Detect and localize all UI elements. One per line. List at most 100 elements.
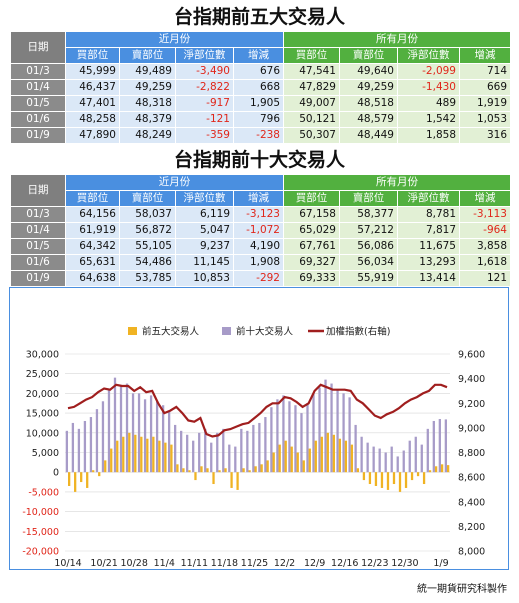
bar-top5: [104, 460, 107, 473]
cell-value: 47,829: [283, 79, 340, 96]
cell-value: 69,327: [283, 254, 340, 271]
y-right-tick-label: 9,600: [458, 350, 485, 361]
bar-top5: [122, 436, 125, 473]
bar-top5: [212, 472, 215, 485]
cell-value: 316: [459, 127, 511, 144]
col-header: 賣部位: [339, 47, 398, 64]
bar-top10: [119, 385, 123, 473]
cell-value: 5,047: [175, 222, 234, 239]
x-tick-label: 10/28: [120, 558, 147, 569]
bar-top10: [348, 397, 351, 473]
bar-top10: [372, 446, 375, 473]
cell-value: 49,489: [119, 63, 176, 80]
bar-top10: [354, 424, 357, 473]
cell-value: 4,190: [233, 238, 284, 255]
x-tick-label: 12/30: [391, 558, 418, 569]
bar-top10: [131, 393, 135, 473]
bar-top10: [101, 401, 105, 473]
row-date: 01/9: [10, 127, 66, 144]
y-left-tick-label: 15,000: [26, 409, 59, 420]
cell-value: 1,908: [233, 254, 284, 271]
y-left-tick-label: 25,000: [26, 369, 59, 380]
bar-top10: [294, 405, 297, 473]
x-tick-label: 1/9: [433, 558, 448, 569]
bar-top10: [125, 383, 129, 473]
cell-value: 47,890: [65, 127, 120, 144]
cell-value: 50,307: [283, 127, 340, 144]
x-tick-label: 12/2: [274, 558, 295, 569]
bar-top10: [77, 428, 81, 473]
bar-top5: [308, 448, 311, 473]
cell-value: -359: [175, 127, 234, 144]
y-right-tick-label: 8,600: [458, 473, 485, 484]
near-month-group: 近月份: [65, 31, 284, 48]
cell-value: -917: [175, 95, 234, 112]
x-tick-label: 10/14: [54, 558, 81, 569]
bar-top5: [326, 432, 329, 473]
cell-value: 53,785: [119, 270, 176, 287]
cell-value: 9,237: [175, 238, 234, 255]
cell-value: 47,541: [283, 63, 340, 80]
bar-top10: [137, 393, 141, 473]
bar-top5: [230, 472, 233, 488]
y-right-tick-label: 8,800: [458, 448, 485, 459]
cell-value: 11,675: [397, 238, 460, 255]
legend-label: 前十大交易人: [236, 326, 294, 338]
bar-top10: [312, 393, 315, 473]
x-tick-label: 11/25: [241, 558, 268, 569]
table-row: 01/6 65,631 54,486 11,145 1,908 69,327 56,034 1…: [10, 254, 511, 271]
cell-value: 47,401: [65, 95, 120, 112]
bar-top5: [236, 472, 239, 490]
bar-top5: [140, 436, 143, 473]
legend-swatch: [222, 327, 231, 335]
cell-value: 48,249: [119, 127, 176, 144]
bar-top10: [288, 401, 291, 473]
bar-top5: [224, 468, 227, 473]
bar-top5: [158, 440, 161, 473]
x-tick-label: 10/21: [90, 558, 117, 569]
footer-credit: 統一期貨研究科製作: [417, 584, 507, 595]
bar-top10: [342, 393, 345, 473]
bar-top5: [410, 472, 414, 481]
cell-value: 668: [233, 79, 284, 96]
col-header: 增減: [459, 190, 511, 207]
bar-top5: [74, 472, 77, 492]
cell-value: 45,999: [65, 63, 120, 80]
y-right-tick-label: 8,000: [458, 547, 485, 558]
bar-top5: [98, 472, 101, 477]
cell-value: 1,919: [459, 95, 511, 112]
near-month-group: 近月份: [65, 174, 284, 191]
row-date: 01/6: [10, 111, 66, 128]
bar-top5: [290, 446, 293, 473]
cell-value: 55,105: [119, 238, 176, 255]
bar-top5: [296, 452, 299, 473]
cell-value: 3,858: [459, 238, 511, 255]
col-header: 買部位: [65, 190, 120, 207]
y-right-tick-label: 9,000: [458, 423, 485, 434]
trader-positions-chart: 30,000 25,000 20,000 15,000 10,000 5,000 0 -5,0…: [22, 326, 485, 570]
all-month-group: 所有月份: [283, 31, 511, 48]
cell-value: 64,156: [65, 206, 120, 223]
bar-top10: [384, 452, 387, 473]
bar-top10: [444, 419, 447, 473]
bar-top10: [306, 403, 309, 473]
bar-top10: [336, 389, 339, 473]
bar-top10: [210, 442, 213, 473]
bar-top10: [402, 450, 405, 473]
row-date: 01/5: [10, 238, 66, 255]
col-header: 賣部位: [339, 190, 398, 207]
bar-top10: [222, 428, 225, 473]
bar-top5: [422, 472, 426, 485]
cell-value: 49,640: [339, 63, 398, 80]
bar-top5: [392, 472, 396, 485]
bar-top10: [143, 399, 147, 473]
col-header: 增減: [233, 47, 284, 64]
table2-title: 台指期前十大交易人: [173, 149, 345, 171]
bar-top10: [95, 409, 99, 473]
bar-top5: [398, 472, 402, 492]
bar-top5: [218, 470, 221, 473]
bar-top10: [234, 446, 237, 473]
bar-top5: [368, 472, 372, 485]
table-row: 01/3 45,999 49,489 -3,490 676 47,541 49,640 -2,…: [10, 63, 511, 80]
bar-top5: [356, 468, 360, 473]
